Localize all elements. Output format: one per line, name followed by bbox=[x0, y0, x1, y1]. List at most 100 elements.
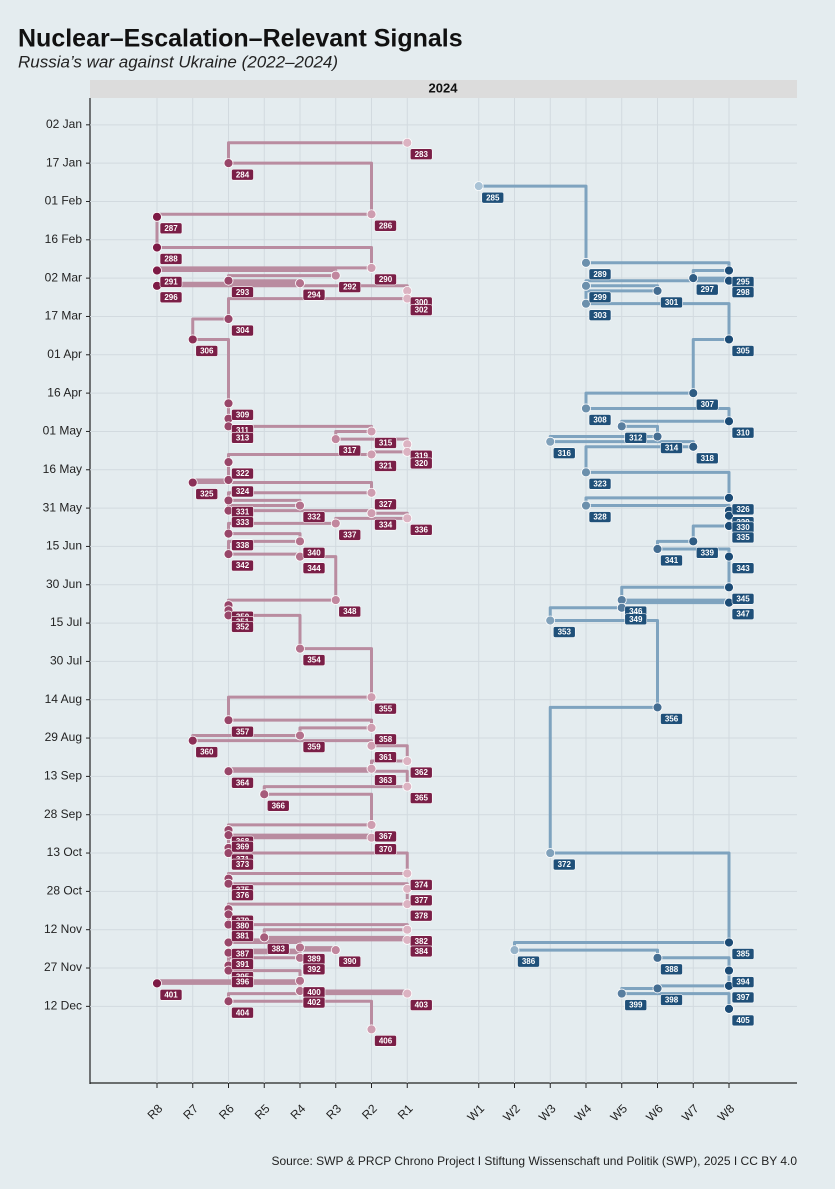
signal-point bbox=[223, 314, 234, 324]
x-tick-label: R2 bbox=[359, 1101, 380, 1122]
signal-label: 391 bbox=[236, 960, 250, 969]
signal-label: 349 bbox=[629, 615, 643, 624]
signal-label: 354 bbox=[307, 656, 321, 665]
signal-label: 318 bbox=[701, 454, 715, 463]
signal-point bbox=[330, 945, 341, 956]
signal-label: 286 bbox=[379, 221, 393, 230]
label-box bbox=[266, 943, 290, 955]
label-box bbox=[731, 991, 755, 1004]
signal-label: 323 bbox=[593, 479, 607, 488]
label-box bbox=[660, 994, 683, 1006]
label-box bbox=[660, 442, 683, 454]
signal-label: 288 bbox=[164, 255, 178, 264]
label-box bbox=[231, 1006, 254, 1019]
signal-label: 317 bbox=[343, 446, 357, 455]
signal-label: 352 bbox=[236, 623, 250, 632]
signal-label: 387 bbox=[236, 950, 250, 959]
label-box bbox=[302, 654, 326, 666]
label-box bbox=[731, 1014, 755, 1027]
signal-label: 328 bbox=[593, 513, 607, 522]
signal-label: 388 bbox=[665, 965, 679, 974]
label-box bbox=[374, 751, 397, 764]
signal-label: 300 bbox=[415, 298, 429, 307]
x-tick-label: R6 bbox=[216, 1101, 237, 1122]
signal-point bbox=[581, 500, 591, 511]
signal-point bbox=[688, 536, 699, 547]
signal-label: 301 bbox=[665, 298, 679, 307]
signal-label: 344 bbox=[307, 564, 321, 573]
signal-point bbox=[545, 848, 556, 858]
panel-label: 2024 bbox=[429, 80, 459, 95]
signal-label: 356 bbox=[665, 715, 679, 724]
signal-point bbox=[724, 334, 734, 345]
label-box bbox=[409, 792, 433, 804]
signal-label: 337 bbox=[343, 531, 357, 540]
signal-point bbox=[223, 937, 234, 948]
label-box bbox=[517, 955, 540, 968]
y-tick-label: 17 Jan bbox=[46, 155, 82, 169]
label-box bbox=[302, 562, 326, 574]
label-box bbox=[731, 976, 755, 988]
signal-label: 365 bbox=[415, 794, 429, 803]
label-box bbox=[231, 432, 254, 444]
signal-point bbox=[366, 209, 377, 220]
signal-point bbox=[688, 273, 699, 284]
x-tick-label: R3 bbox=[323, 1101, 344, 1122]
signal-label: 402 bbox=[307, 998, 321, 1007]
signal-point bbox=[223, 158, 234, 169]
signal-label: 322 bbox=[236, 469, 250, 478]
label-box bbox=[552, 858, 576, 871]
signal-point bbox=[652, 952, 663, 963]
signal-point bbox=[652, 431, 663, 442]
signal-point bbox=[402, 868, 413, 879]
connector bbox=[228, 161, 373, 215]
signal-label: 341 bbox=[665, 556, 679, 565]
signal-label: 374 bbox=[415, 881, 429, 890]
signal-label: 336 bbox=[415, 525, 429, 534]
x-tick-label: W2 bbox=[500, 1101, 523, 1124]
signal-label: 324 bbox=[236, 487, 250, 496]
connector bbox=[228, 999, 373, 1030]
signal-label: 314 bbox=[665, 444, 679, 453]
y-tick-label: 16 May bbox=[43, 462, 82, 476]
signal-point bbox=[330, 595, 341, 605]
connector bbox=[548, 705, 658, 854]
label-box bbox=[231, 889, 254, 902]
label-box bbox=[588, 268, 612, 281]
signal-point bbox=[187, 334, 198, 345]
signal-point bbox=[366, 487, 377, 498]
signal-label: 293 bbox=[236, 288, 250, 297]
label-box bbox=[374, 733, 397, 746]
signal-label: 309 bbox=[236, 410, 250, 419]
label-box bbox=[409, 304, 433, 316]
signal-label: 287 bbox=[164, 224, 178, 233]
y-tick-label: 31 May bbox=[43, 500, 82, 514]
label-box bbox=[302, 547, 326, 559]
label-box bbox=[731, 345, 755, 357]
label-box bbox=[338, 444, 362, 457]
signal-label: 299 bbox=[593, 293, 607, 302]
label-box bbox=[731, 608, 755, 620]
label-box bbox=[195, 488, 219, 500]
signal-label: 386 bbox=[522, 957, 536, 966]
signal-point bbox=[295, 730, 305, 741]
y-tick-label: 01 Feb bbox=[45, 194, 83, 208]
label-box bbox=[660, 296, 683, 309]
signal-label: 383 bbox=[272, 944, 286, 953]
signal-point bbox=[223, 909, 234, 920]
signal-point bbox=[223, 715, 234, 726]
signal-point bbox=[187, 477, 198, 488]
label-box bbox=[374, 437, 397, 449]
signal-label: 382 bbox=[415, 937, 429, 946]
signal-point bbox=[724, 582, 734, 593]
signal-label: 397 bbox=[736, 993, 750, 1002]
signal-label: 400 bbox=[307, 988, 321, 997]
signal-label: 330 bbox=[736, 523, 750, 532]
signal-point bbox=[295, 942, 305, 953]
signal-point bbox=[223, 528, 234, 539]
signal-label: 333 bbox=[236, 518, 250, 527]
x-tick-label: W5 bbox=[607, 1101, 630, 1124]
signal-point bbox=[652, 983, 663, 994]
chart-subtitle: Russia’s war against Ukraine (2022–2024) bbox=[18, 52, 338, 71]
